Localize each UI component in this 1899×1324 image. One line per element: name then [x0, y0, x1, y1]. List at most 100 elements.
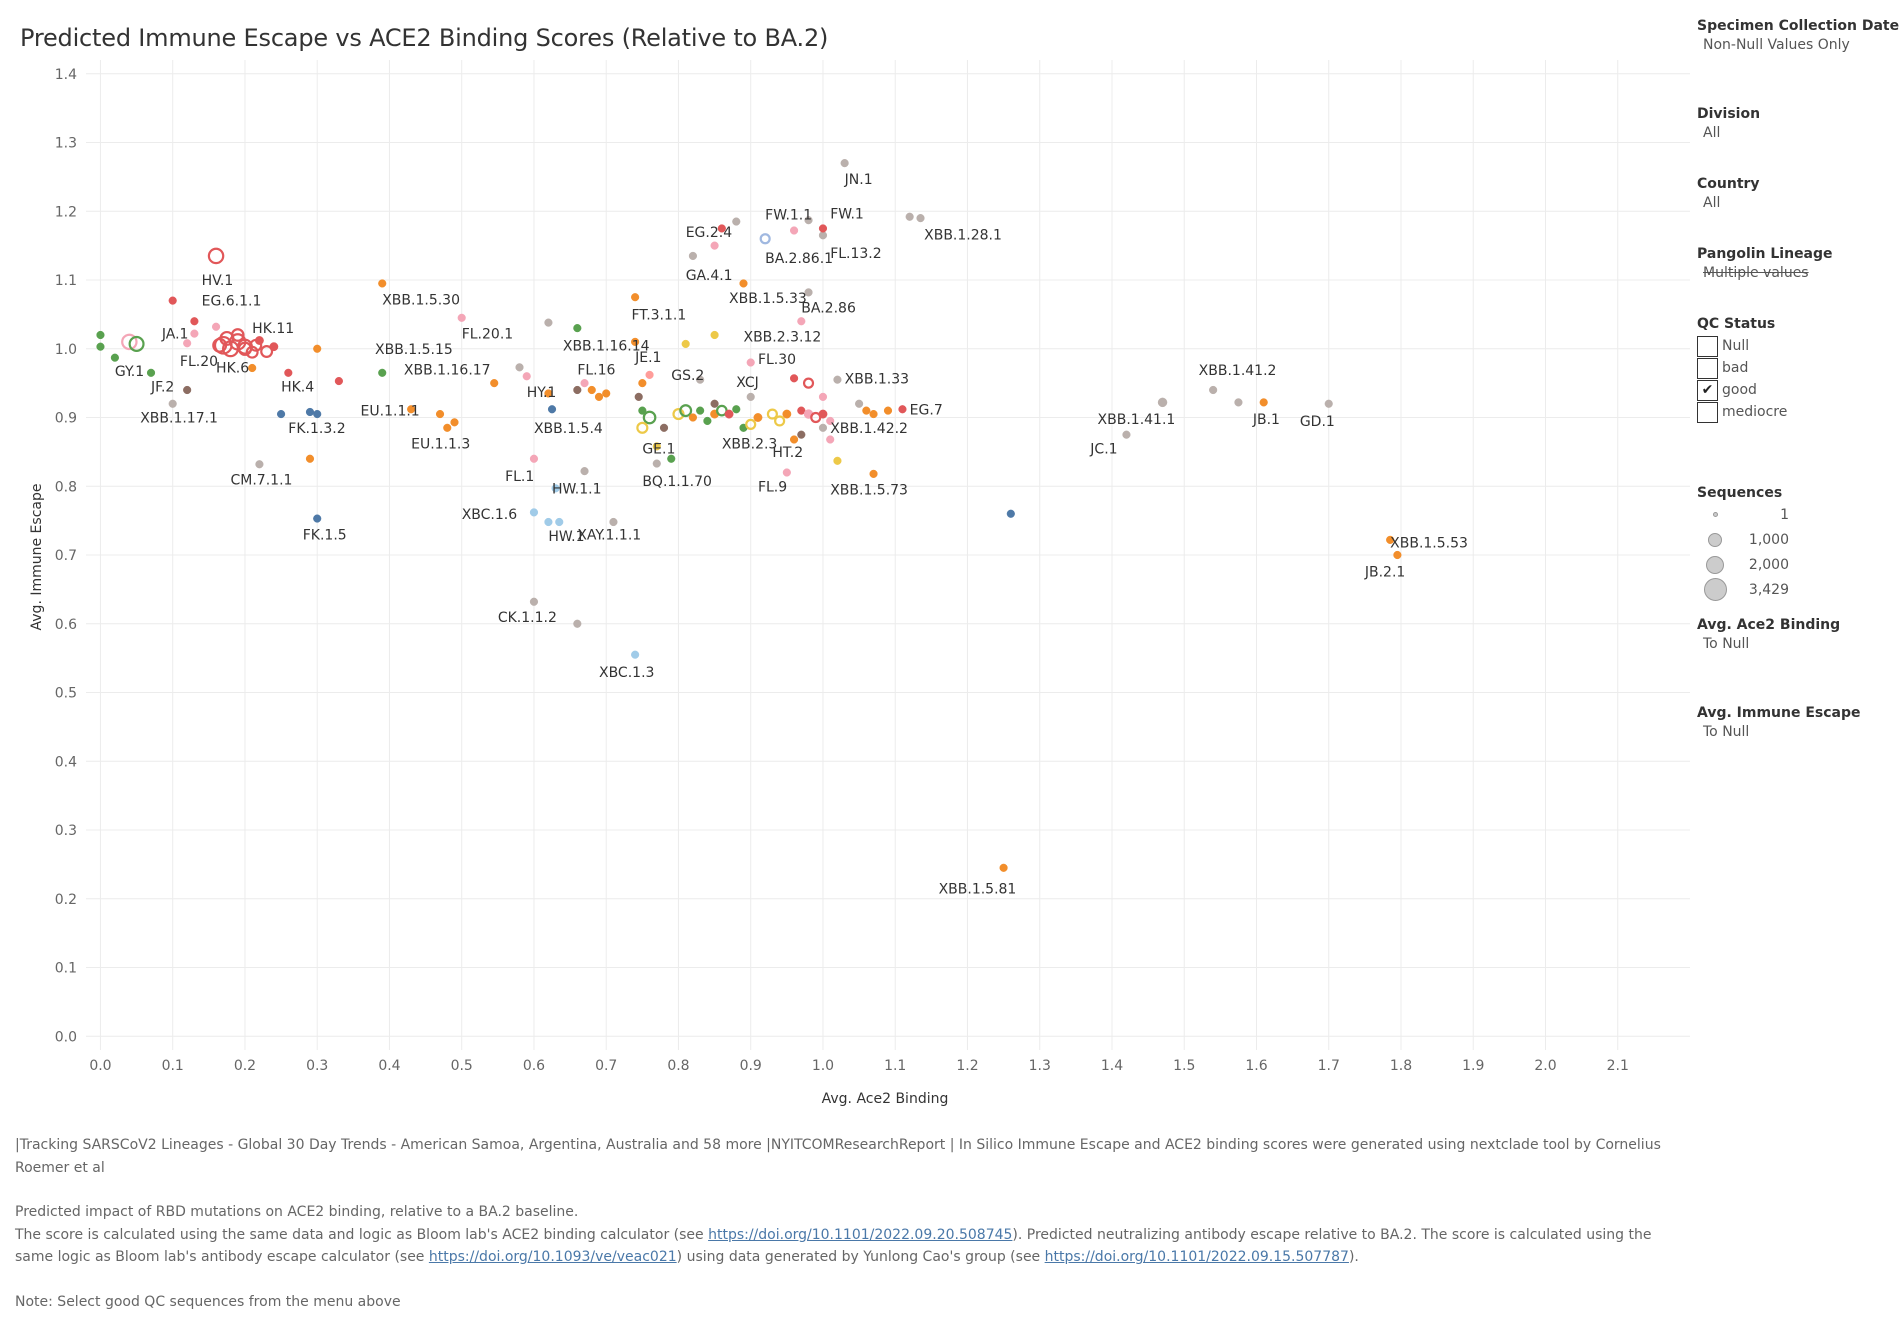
data-point[interactable] [305, 454, 315, 463]
data-point[interactable] [746, 392, 755, 401]
data-point[interactable] [724, 409, 734, 419]
filter-ace2-binding[interactable]: Avg. Ace2 Binding To Null [1697, 617, 1897, 652]
data-point[interactable] [211, 322, 221, 331]
data-point[interactable] [818, 224, 828, 233]
filter-value[interactable]: All [1703, 125, 1721, 141]
data-point[interactable] [183, 339, 192, 348]
data-point[interactable] [804, 288, 813, 297]
data-point[interactable] [826, 416, 835, 426]
data-point[interactable] [580, 467, 589, 476]
filter-value[interactable]: To Null [1703, 636, 1750, 652]
data-point[interactable] [818, 231, 828, 240]
data-point[interactable] [797, 317, 806, 326]
doi-link-escape[interactable]: https://doi.org/10.1093/ve/veac021 [428, 1249, 677, 1265]
data-point[interactable] [869, 409, 878, 419]
data-point[interactable] [587, 385, 596, 395]
data-point[interactable] [522, 372, 531, 381]
data-point[interactable] [594, 392, 604, 401]
data-point[interactable] [1324, 399, 1333, 408]
data-point[interactable] [681, 339, 690, 349]
data-point[interactable] [573, 619, 582, 628]
data-point[interactable] [555, 517, 564, 527]
data-point[interactable] [631, 293, 640, 302]
data-point[interactable] [573, 324, 582, 333]
qc-checkbox[interactable] [1697, 335, 1718, 357]
data-point[interactable] [168, 296, 177, 305]
data-point[interactable] [631, 337, 640, 346]
qc-options[interactable]: Null bad ✔ good mediocre [1697, 335, 1897, 423]
data-point[interactable] [753, 413, 763, 422]
filter-division[interactable]: Division All [1697, 106, 1897, 141]
doi-link-ace2[interactable]: https://doi.org/10.1101/2022.09.20.50874… [708, 1226, 1013, 1243]
data-point[interactable] [269, 342, 279, 352]
data-point[interactable] [999, 863, 1008, 872]
data-point[interactable] [168, 399, 177, 408]
data-point[interactable] [190, 317, 199, 326]
data-point[interactable] [284, 368, 293, 377]
data-point[interactable] [245, 345, 259, 359]
data-point[interactable] [544, 318, 553, 327]
data-point[interactable] [869, 469, 878, 478]
data-point[interactable] [96, 330, 105, 340]
data-point[interactable] [717, 224, 726, 233]
data-point[interactable] [804, 216, 813, 225]
doi-link-cao[interactable]: https://doi.org/10.1101/2022.09.15.50778… [1044, 1249, 1349, 1265]
data-point[interactable] [313, 409, 322, 419]
filter-qc-status[interactable]: QC Status Null bad ✔ good mediocre [1697, 316, 1897, 423]
data-point[interactable] [855, 399, 864, 408]
qc-option[interactable]: bad [1697, 357, 1897, 379]
data-point[interactable] [818, 423, 828, 432]
data-point[interactable] [746, 358, 755, 367]
data-point[interactable] [679, 404, 693, 418]
data-point[interactable] [457, 313, 466, 322]
data-point[interactable] [638, 406, 647, 415]
filter-country[interactable]: Country All [1697, 176, 1897, 211]
data-point[interactable] [212, 337, 228, 353]
qc-option[interactable]: ✔ good [1697, 379, 1897, 401]
data-point[interactable] [774, 415, 786, 427]
data-point[interactable] [313, 514, 322, 523]
data-point[interactable] [515, 363, 524, 372]
data-point[interactable] [638, 379, 647, 388]
data-point[interactable] [667, 454, 676, 463]
data-point[interactable] [745, 418, 757, 430]
data-point[interactable] [207, 247, 225, 265]
data-point[interactable] [696, 375, 705, 384]
filter-pangolin-lineage[interactable]: Pangolin Lineage Multiple values [1697, 246, 1897, 281]
data-point[interactable] [110, 353, 119, 362]
filter-value[interactable]: All [1703, 195, 1721, 211]
data-point[interactable] [378, 368, 387, 377]
data-point[interactable] [254, 336, 264, 345]
data-point[interactable] [739, 279, 748, 288]
data-point[interactable] [529, 508, 539, 517]
data-point[interactable] [759, 233, 771, 245]
data-point[interactable] [645, 370, 654, 379]
data-point[interactable] [789, 226, 799, 235]
data-point[interactable] [248, 363, 257, 373]
data-point[interactable] [547, 405, 557, 414]
data-point[interactable] [1386, 535, 1395, 544]
data-point[interactable] [782, 409, 792, 419]
data-point[interactable] [1122, 430, 1131, 439]
data-point[interactable] [334, 376, 343, 386]
data-point[interactable] [1006, 509, 1015, 518]
data-point[interactable] [672, 408, 685, 421]
data-point[interactable] [573, 385, 582, 395]
filter-value[interactable]: Non-Null Values Only [1703, 37, 1850, 53]
data-point[interactable] [802, 377, 815, 389]
data-point[interactable] [634, 392, 643, 401]
data-points[interactable] [96, 159, 1402, 872]
data-point[interactable] [490, 379, 499, 388]
data-point[interactable] [766, 408, 778, 420]
data-point[interactable] [789, 435, 799, 444]
data-point[interactable] [840, 159, 849, 168]
data-point[interactable] [183, 385, 192, 395]
data-point[interactable] [710, 399, 719, 408]
data-point[interactable] [551, 484, 560, 493]
data-point[interactable] [818, 409, 828, 419]
data-point[interactable] [529, 454, 539, 463]
data-point[interactable] [652, 459, 661, 468]
data-point[interactable] [255, 460, 264, 469]
data-point[interactable] [580, 379, 589, 388]
data-point[interactable] [898, 405, 907, 414]
